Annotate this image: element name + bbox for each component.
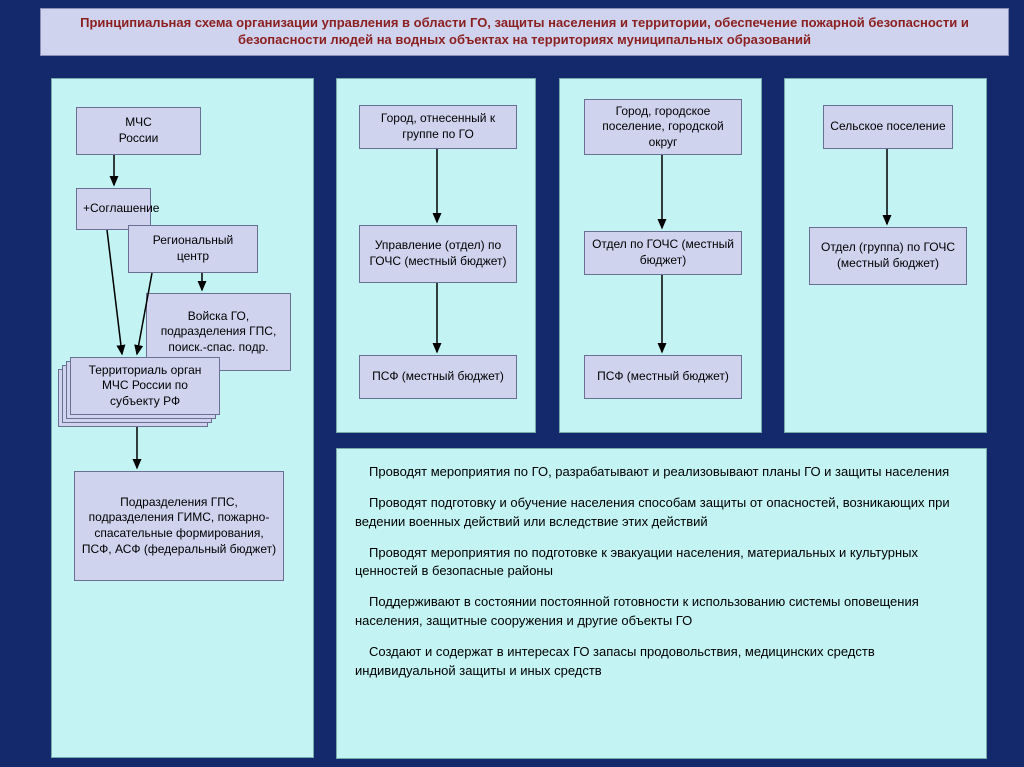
desc-p5: Создают и содержат в интересах ГО запасы… (355, 643, 968, 681)
column-rural: Сельское поселение Отдел (группа) по ГОЧ… (784, 78, 987, 433)
description-panel: Проводят мероприятия по ГО, разрабатываю… (336, 448, 987, 759)
desc-p1: Проводят мероприятия по ГО, разрабатываю… (355, 463, 968, 482)
box-agreement: +Соглашение (76, 188, 151, 230)
desc-p3: Проводят мероприятия по подготовке к эва… (355, 544, 968, 582)
box-divisions: Подразделения ГПС, подразделения ГИМС, п… (74, 471, 284, 581)
box-col2-top: Город, отнесенный к группе по ГО (359, 105, 517, 149)
box-col4-mid: Отдел (группа) по ГОЧС (местный бюджет) (809, 227, 967, 285)
column-city-go: Город, отнесенный к группе по ГО Управле… (336, 78, 536, 433)
box-mchs: МЧС России (76, 107, 201, 155)
box-col2-mid: Управление (отдел) по ГОЧС (местный бюдж… (359, 225, 517, 283)
box-territorial: Территориаль орган МЧС России по субъект… (70, 357, 220, 415)
diagram-title: Принципиальная схема организации управле… (40, 8, 1009, 56)
desc-p4: Поддерживают в состоянии постоянной гото… (355, 593, 968, 631)
box-regional: Региональный центр (128, 225, 258, 273)
box-col3-mid: Отдел по ГОЧС (местный бюджет) (584, 231, 742, 275)
column-federal: МЧС России +Соглашение Региональный цент… (51, 78, 314, 758)
box-col3-top: Город, городское поселение, городской ок… (584, 99, 742, 155)
desc-p2: Проводят подготовку и обучение населения… (355, 494, 968, 532)
box-col3-bot: ПСФ (местный бюджет) (584, 355, 742, 399)
column-city-settlement: Город, городское поселение, городской ок… (559, 78, 762, 433)
box-col4-top: Сельское поселение (823, 105, 953, 149)
box-col2-bot: ПСФ (местный бюджет) (359, 355, 517, 399)
